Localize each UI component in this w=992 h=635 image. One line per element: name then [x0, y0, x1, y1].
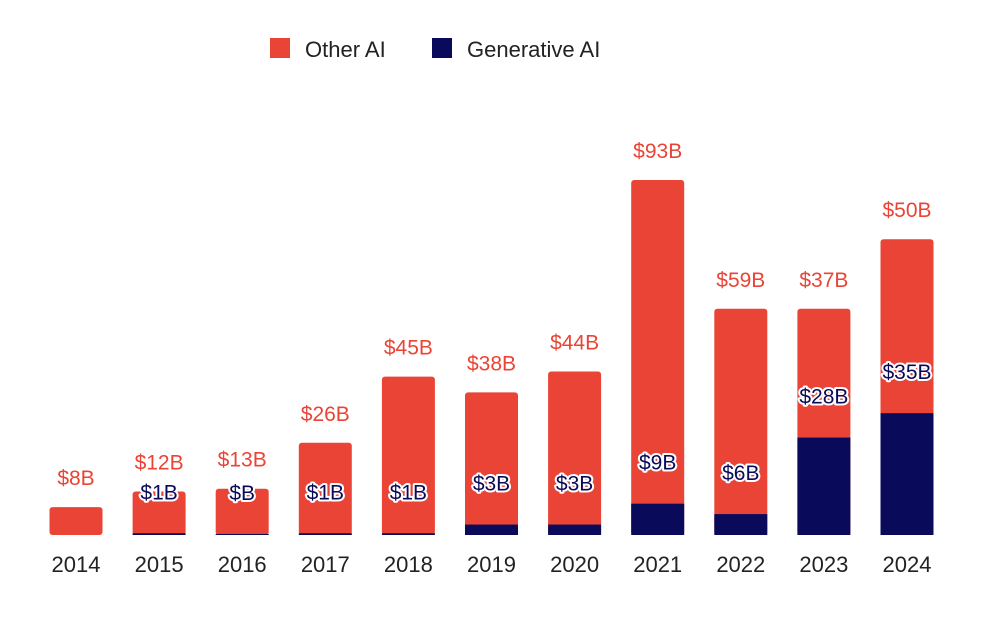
bar-other-ai: [381, 376, 435, 535]
data-label-other-ai: $93B: [633, 140, 682, 163]
bar-other-ai: [49, 507, 103, 535]
data-label-other-ai: $50B: [882, 199, 931, 222]
bar-generative-ai: [381, 533, 435, 535]
x-tick-label: 2016: [218, 552, 267, 577]
data-label-other-ai: $26B: [301, 403, 350, 426]
data-label-generative-ai: $6B: [722, 462, 759, 485]
data-label-other-ai: $44B: [550, 331, 599, 354]
data-label-generative-ai: $B: [229, 482, 255, 505]
x-tick-label: 2015: [135, 552, 184, 577]
data-label-generative-ai: $35B: [882, 361, 931, 384]
data-label-other-ai: $59B: [716, 269, 765, 292]
data-label-generative-ai: $1B: [140, 481, 177, 504]
x-tick-label: 2024: [883, 552, 932, 577]
bar-generative-ai: [548, 524, 602, 535]
x-tick-label: 2019: [467, 552, 516, 577]
legend-swatch-other-ai: [270, 38, 290, 58]
bar-other-ai: [298, 442, 352, 535]
data-label-generative-ai: $3B: [556, 473, 593, 496]
x-tick-label: 2023: [799, 552, 848, 577]
data-label-other-ai: $37B: [799, 269, 848, 292]
bar-other-ai: [465, 392, 518, 535]
bar-generative-ai: [797, 437, 851, 535]
x-tick-label: 2021: [633, 552, 682, 577]
legend-label-other-ai: Other AI: [305, 37, 386, 62]
data-label-generative-ai: $1B: [307, 481, 344, 504]
bar-other-ai: [631, 180, 685, 536]
bar-generative-ai: [714, 514, 768, 535]
bar-other-ai: [215, 488, 269, 535]
data-label-generative-ai: $28B: [799, 386, 848, 409]
x-tick-label: 2022: [716, 552, 765, 577]
bar-other-ai: [132, 491, 186, 535]
data-label-other-ai: $12B: [135, 452, 184, 475]
data-label-generative-ai: $3B: [473, 473, 510, 496]
data-label-other-ai: $45B: [384, 337, 433, 360]
x-tick-label: 2020: [550, 552, 599, 577]
data-label-other-ai: $38B: [467, 352, 516, 375]
bar-generative-ai: [215, 533, 269, 535]
x-tick-label: 2017: [301, 552, 350, 577]
legend-label-generative-ai: Generative AI: [467, 37, 600, 62]
bar-generative-ai: [465, 524, 518, 535]
bar-generative-ai: [298, 533, 352, 535]
x-tick-label: 2014: [52, 552, 101, 577]
data-label-generative-ai: $1B: [390, 481, 427, 504]
bar-generative-ai: [631, 503, 685, 535]
bar-other-ai: [714, 308, 768, 535]
x-tick-label: 2018: [384, 552, 433, 577]
bar-other-ai: [548, 371, 602, 535]
legend-swatch-generative-ai: [432, 38, 452, 58]
data-label-generative-ai: $9B: [639, 452, 676, 475]
data-label-other-ai: $8B: [57, 467, 94, 490]
bar-generative-ai: [880, 413, 934, 535]
data-label-other-ai: $13B: [218, 449, 267, 472]
legend: Other AI Generative AI: [270, 37, 600, 62]
bar-generative-ai: [132, 533, 186, 535]
